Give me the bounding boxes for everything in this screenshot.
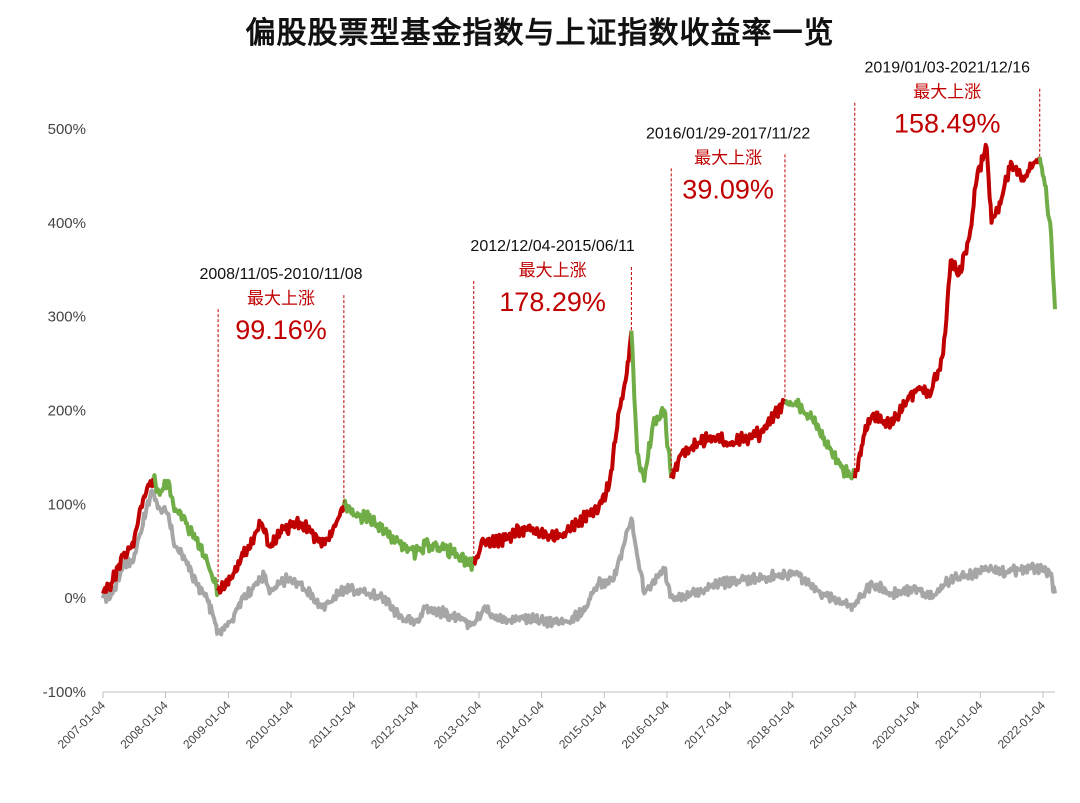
fund-fall-segment bbox=[629, 330, 674, 483]
annotation-date-range: 2008/11/05-2010/11/08 bbox=[199, 266, 362, 283]
x-tick-label: 2019-01-04 bbox=[807, 698, 861, 752]
y-tick-label: 300% bbox=[48, 309, 86, 326]
x-tick-label: 2007-01-04 bbox=[55, 698, 109, 752]
annotation-date-range: 2016/01/29-2017/11/22 bbox=[646, 125, 810, 142]
annotation-date-range: 2012/12/04-2015/06/11 bbox=[470, 238, 634, 255]
y-tick-label: 100% bbox=[48, 496, 86, 513]
fund-fall-segment bbox=[784, 397, 857, 481]
x-tick-label: 2016-01-04 bbox=[619, 698, 673, 752]
fund-fall-segment bbox=[151, 473, 221, 598]
sse-index-path bbox=[101, 488, 1057, 637]
fund-fall-segment bbox=[341, 498, 476, 572]
fund-index-line bbox=[101, 142, 1057, 598]
x-tick-label: 2008-01-04 bbox=[117, 698, 171, 752]
annotations: 2008/11/05-2010/11/08 最大上涨 99.16% 2012/12/0… bbox=[199, 60, 1041, 591]
y-tick-label: 0% bbox=[64, 590, 86, 607]
fund-fall-segment bbox=[1037, 156, 1057, 310]
x-tick-label: 2011-01-04 bbox=[306, 698, 359, 751]
annotation-value: 39.09% bbox=[682, 174, 774, 204]
x-tick-label: 2020-01-04 bbox=[869, 698, 923, 752]
annotation-date-range: 2019/01/03-2021/12/16 bbox=[865, 60, 1031, 77]
y-tick-label: 500% bbox=[48, 121, 86, 138]
annotation-value: 99.16% bbox=[235, 315, 327, 345]
chart-title: 偏股股票型基金指数与上证指数收益率一览 bbox=[245, 16, 835, 51]
x-tick-label: 2015-01-04 bbox=[556, 698, 610, 752]
x-tick-label: 2014-01-04 bbox=[493, 698, 547, 752]
fund-rise-segment bbox=[852, 142, 1042, 479]
x-tick-label: 2018-01-04 bbox=[744, 698, 798, 752]
x-tick-label: 2009-01-04 bbox=[180, 698, 234, 752]
y-tick-label: 200% bbox=[48, 403, 86, 420]
y-tick-label: 400% bbox=[48, 215, 86, 232]
x-tick-label: 2013-01-04 bbox=[431, 698, 485, 752]
y-tick-labels: -100% 0% 100% 200% 300% 400% 500% bbox=[43, 121, 86, 701]
x-tick-label: 2010-01-04 bbox=[243, 698, 297, 752]
annotation-label: 最大上涨 bbox=[913, 83, 981, 103]
x-tick-labels: 2007-01-04 2008-01-04 2009-01-04 2010-01-04… bbox=[55, 692, 1049, 752]
fund-rise-segment bbox=[101, 477, 156, 595]
sse-index-line bbox=[101, 488, 1057, 637]
y-tick-label: -100% bbox=[43, 684, 86, 701]
x-tick-label: 2017-01-04 bbox=[682, 698, 736, 752]
fund-rise-segment bbox=[216, 504, 346, 595]
x-tick-label: 2022-01-04 bbox=[995, 698, 1049, 752]
annotation-value: 158.49% bbox=[894, 109, 1001, 139]
annotation-value: 178.29% bbox=[499, 287, 606, 317]
x-tick-label: 2021-01-04 bbox=[932, 698, 986, 752]
x-tick-label: 2012-01-04 bbox=[368, 698, 422, 752]
fund-rise-segment bbox=[472, 330, 634, 567]
annotation-label: 最大上涨 bbox=[694, 148, 762, 168]
annotation-label: 最大上涨 bbox=[247, 289, 315, 309]
fund-rise-segment bbox=[669, 397, 787, 480]
annotation-label: 最大上涨 bbox=[519, 261, 587, 281]
